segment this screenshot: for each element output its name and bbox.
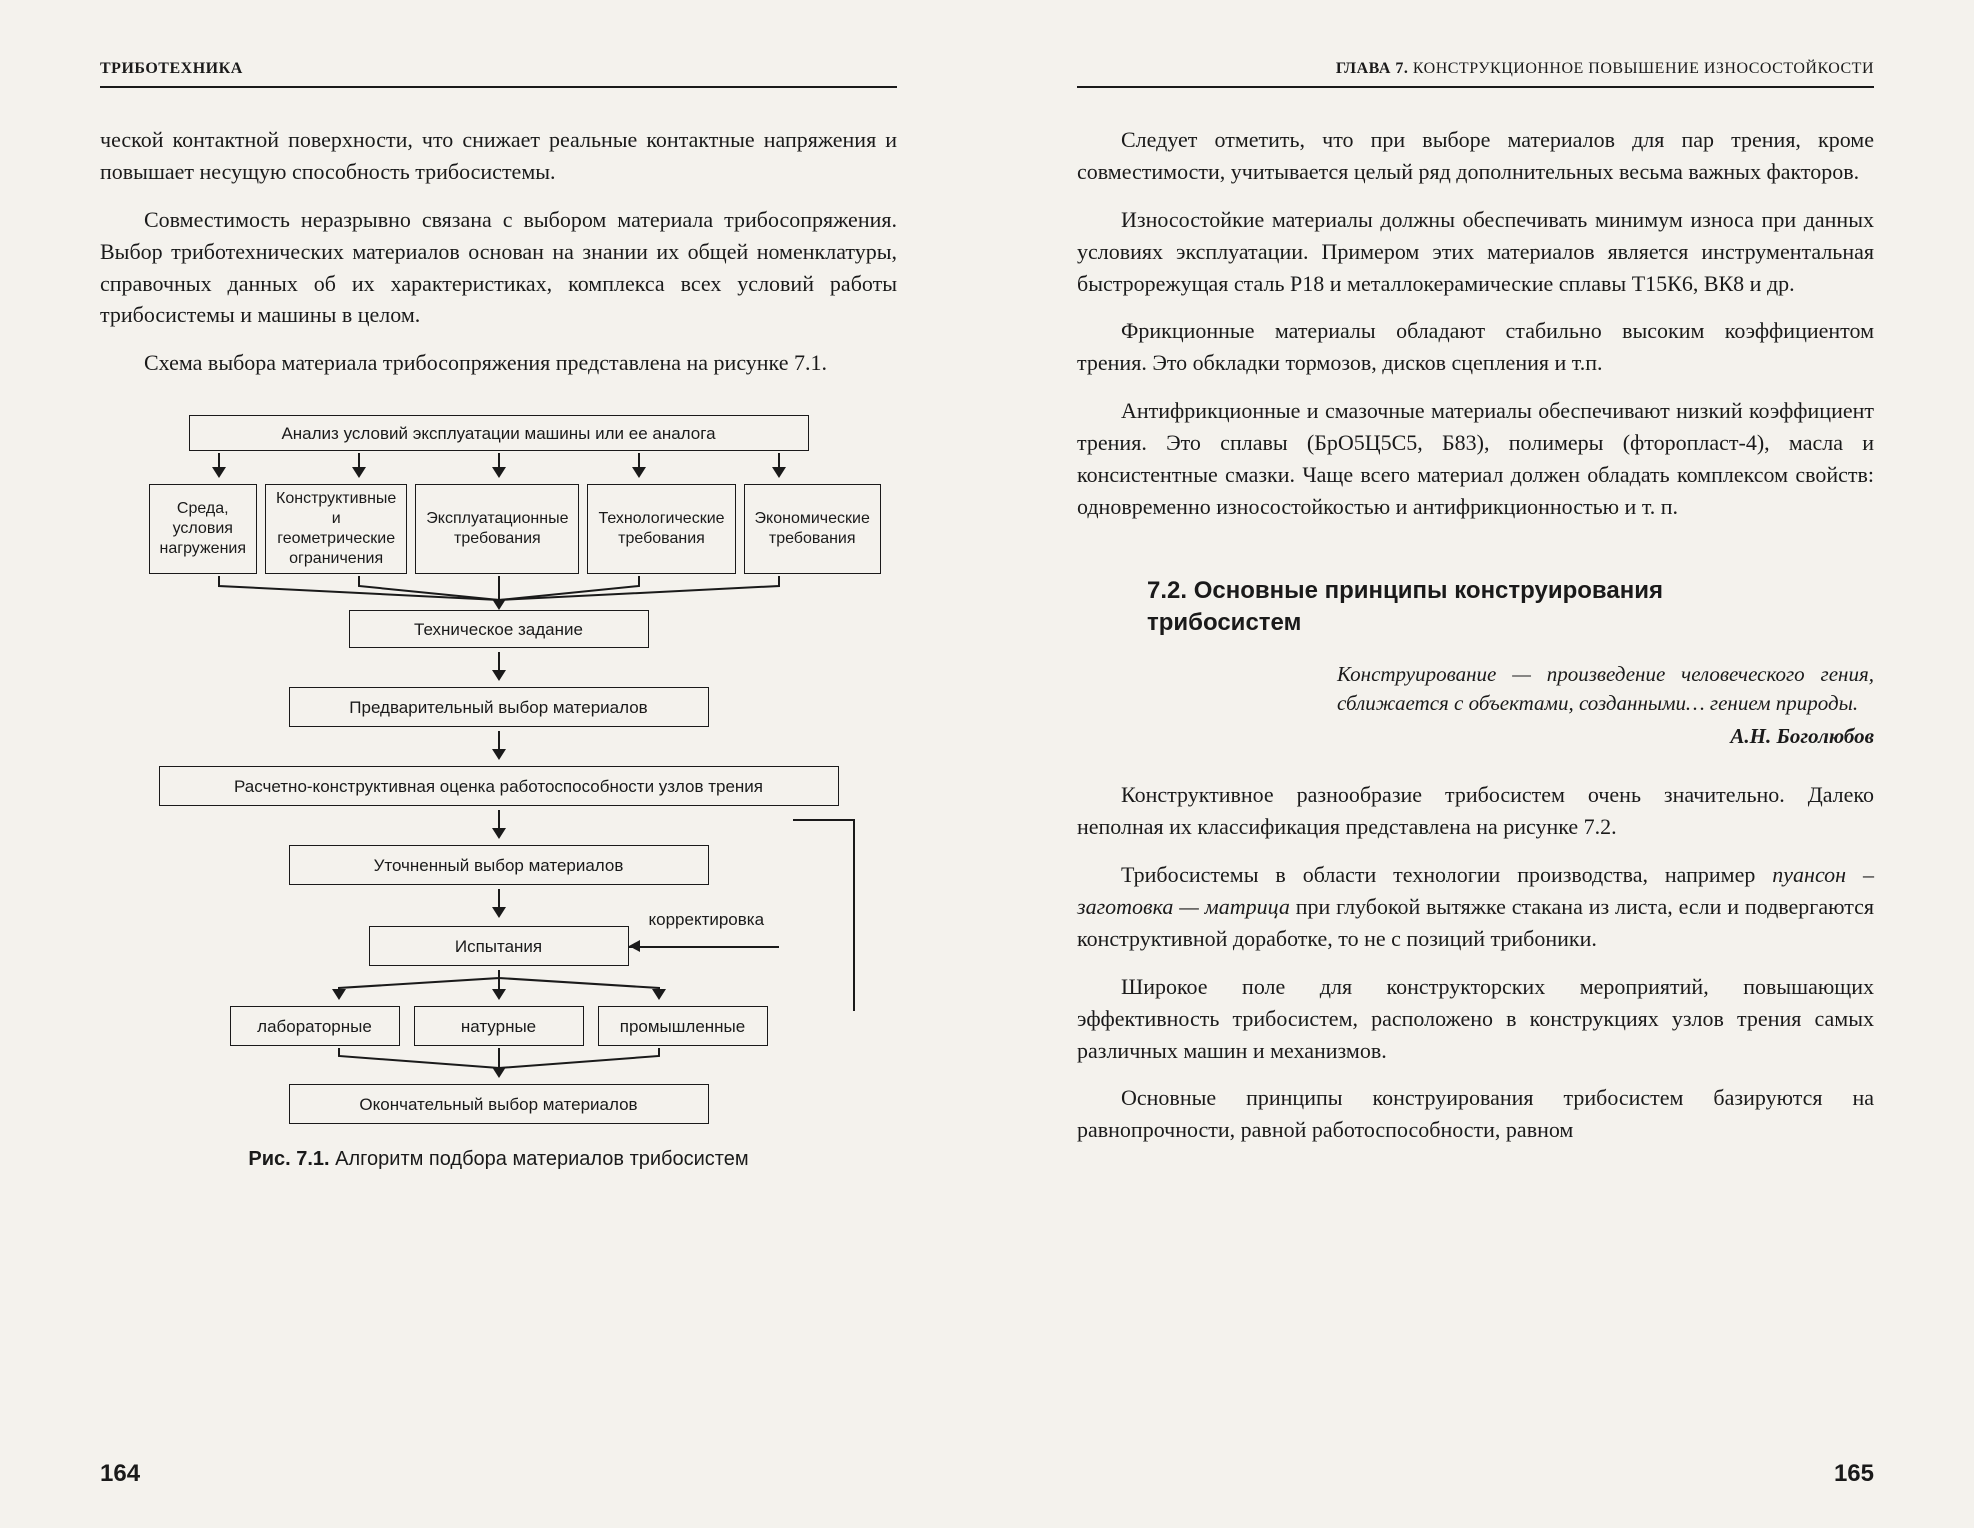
figure-caption-text: Алгоритм подбора материалов трибосистем bbox=[330, 1148, 749, 1170]
fc-node-field: натурные bbox=[414, 1006, 584, 1046]
right-body: Следует отметить, что при выборе материа… bbox=[1077, 124, 1874, 539]
para: Конструктивное разнообразие трибосистем … bbox=[1077, 779, 1874, 843]
fc-node-exploit: Эксплуатационные требования bbox=[415, 484, 579, 574]
fc-node-tests: Испытания bbox=[369, 926, 629, 966]
fc-arrows-5 bbox=[149, 453, 849, 478]
fc-node-lab: лабораторные bbox=[230, 1006, 400, 1046]
book-spread: ТРИБОТЕХНИКА ческой контактной поверхнос… bbox=[0, 0, 1974, 1528]
fc-fanout-3 bbox=[149, 970, 849, 1000]
page-number-left: 164 bbox=[100, 1460, 897, 1488]
running-head-sub: КОНСТРУКЦИОННОЕ ПОВЫШЕНИЕ ИЗНОСОСТОЙКОСТ… bbox=[1408, 60, 1874, 77]
fc-edge-correction bbox=[629, 946, 779, 948]
fc-node-industrial: промышленные bbox=[598, 1006, 768, 1046]
flowchart-fig-7-1: Анализ условий эксплуатации машины или е… bbox=[149, 409, 849, 1124]
para: ческой контактной поверхности, что снижа… bbox=[100, 124, 897, 188]
para: Основные принципы конструирования трибос… bbox=[1077, 1082, 1874, 1146]
fc-row-tests: Испытания корректировка bbox=[149, 924, 849, 968]
page-right: ГЛАВА 7. КОНСТРУКЦИОННОЕ ПОВЫШЕНИЕ ИЗНОС… bbox=[1017, 60, 1934, 1488]
fc-node-constraints: Конструктивные и геометрические ограниче… bbox=[265, 484, 407, 574]
figure-label: Рис. 7.1. bbox=[248, 1148, 329, 1170]
fc-node-refined: Уточненный выбор материалов bbox=[289, 845, 709, 885]
running-head-right: ГЛАВА 7. КОНСТРУКЦИОННОЕ ПОВЫШЕНИЕ ИЗНОС… bbox=[1077, 60, 1874, 88]
fc-row-requirements: Среда, условия нагружения Конструктивные… bbox=[149, 484, 849, 574]
section-heading-7-2: 7.2. Основные принципы конструирования т… bbox=[1147, 575, 1787, 640]
fc-arrowhead-correction bbox=[629, 940, 640, 952]
para: Фрикционные материалы обладают стабильно… bbox=[1077, 315, 1874, 379]
left-body: ческой контактной поверхности, что снижа… bbox=[100, 124, 897, 395]
para: Совместимость неразрывно связана с выбор… bbox=[100, 204, 897, 332]
fc-funnel-3 bbox=[149, 1048, 849, 1078]
fc-node-calc: Расчетно-конструктивная оценка работоспо… bbox=[159, 766, 839, 806]
fc-label-correction: корректировка bbox=[649, 910, 765, 930]
para: Следует отметить, что при выборе материа… bbox=[1077, 124, 1874, 188]
para: Трибосистемы в области технологии произв… bbox=[1077, 859, 1874, 955]
epigraph: Конструирование — произведение человечес… bbox=[1337, 660, 1874, 719]
para: Антифрикционные и смазочные материалы об… bbox=[1077, 395, 1874, 523]
fc-arrow bbox=[149, 810, 849, 839]
para: Схема выбора материала трибосопряжения п… bbox=[100, 347, 897, 379]
para: Износостойкие материалы должны обеспечив… bbox=[1077, 204, 1874, 300]
figure-caption: Рис. 7.1. Алгоритм подбора материалов тр… bbox=[100, 1148, 897, 1171]
para-span: Трибосистемы в области технологии произв… bbox=[1121, 862, 1772, 887]
fc-node-analysis: Анализ условий эксплуатации машины или е… bbox=[189, 415, 809, 451]
fc-loop-edge bbox=[793, 819, 855, 1011]
fc-node-tech: Технологические требования bbox=[587, 484, 735, 574]
fc-funnel-1 bbox=[149, 576, 849, 610]
page-left: ТРИБОТЕХНИКА ческой контактной поверхнос… bbox=[40, 60, 957, 1488]
fc-node-env: Среда, условия нагружения bbox=[149, 484, 258, 574]
page-number-right: 165 bbox=[1077, 1460, 1874, 1488]
fc-node-final: Окончательный выбор материалов bbox=[289, 1084, 709, 1124]
running-head-left: ТРИБОТЕХНИКА bbox=[100, 60, 897, 88]
right-body-2: Конструктивное разнообразие трибосистем … bbox=[1077, 779, 1874, 1162]
fc-node-econ: Экономические требования bbox=[744, 484, 881, 574]
running-head-chapter: ГЛАВА 7. bbox=[1336, 60, 1408, 77]
fc-node-preselect: Предварительный выбор материалов bbox=[289, 687, 709, 727]
fc-row-test-types: лабораторные натурные промышленные bbox=[149, 1006, 849, 1046]
fc-arrow bbox=[149, 652, 849, 681]
fc-node-tz: Техническое задание bbox=[349, 610, 649, 648]
epigraph-author: А.Н. Боголюбов bbox=[1337, 724, 1874, 749]
para: Широкое поле для конструкторских меропри… bbox=[1077, 971, 1874, 1067]
fc-arrow bbox=[149, 731, 849, 760]
